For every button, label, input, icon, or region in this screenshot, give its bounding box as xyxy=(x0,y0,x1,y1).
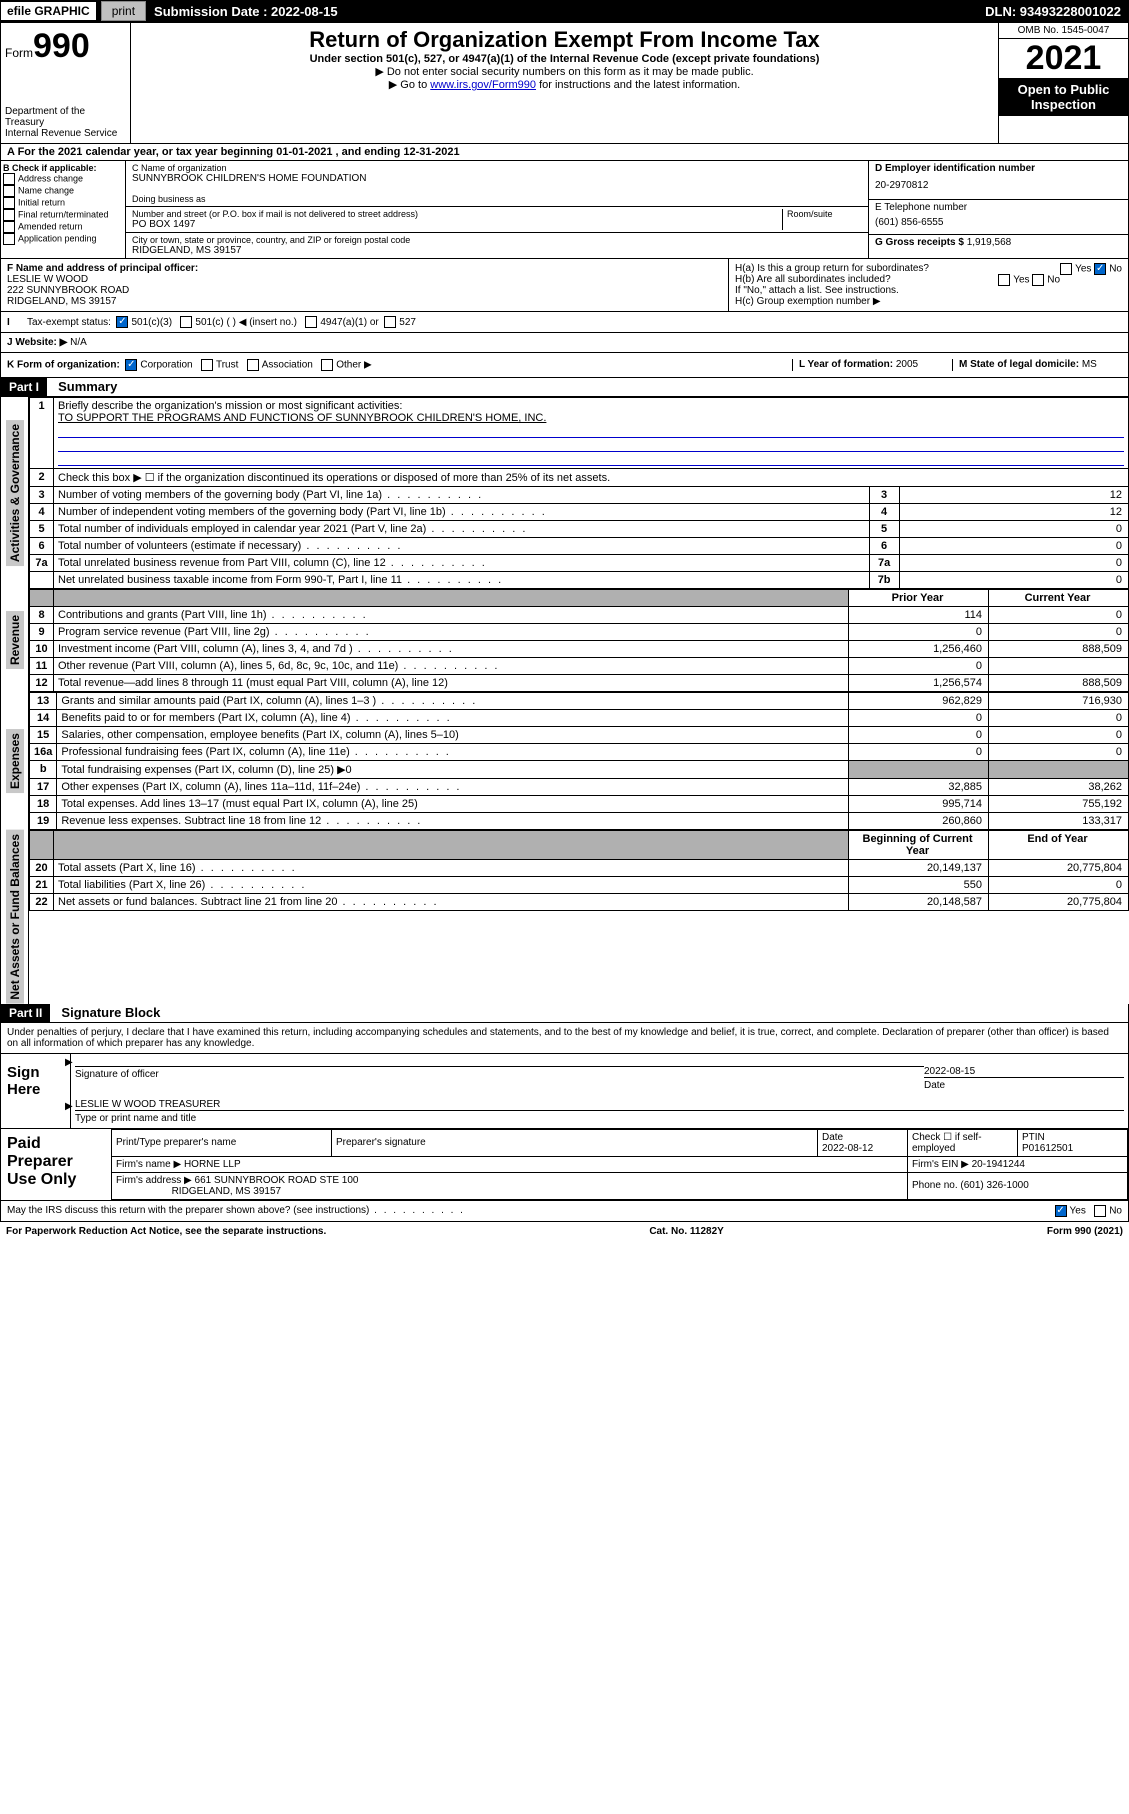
chk-initial-return[interactable]: Initial return xyxy=(3,197,123,209)
chk-name-change[interactable]: Name change xyxy=(3,185,123,197)
form-prefix: Form xyxy=(5,46,33,60)
chk-corp[interactable] xyxy=(125,359,137,371)
efile-label: efile GRAPHIC xyxy=(0,1,97,21)
form-number: 990 xyxy=(33,27,90,65)
print-button[interactable]: print xyxy=(101,1,146,21)
expenses-section: Expenses 13Grants and similar amounts pa… xyxy=(0,692,1129,830)
section-i: I Tax-exempt status: 501(c)(3) 501(c) ( … xyxy=(0,312,1129,333)
org-street: PO BOX 1497 xyxy=(132,219,782,230)
chk-final-return[interactable]: Final return/terminated xyxy=(3,209,123,221)
phone-value: (601) 856-6555 xyxy=(875,213,1122,232)
page-footer: For Paperwork Reduction Act Notice, see … xyxy=(0,1222,1129,1241)
section-b: B Check if applicable: Address change Na… xyxy=(1,161,126,258)
section-fh: F Name and address of principal officer:… xyxy=(0,259,1129,312)
activities-section: Activities & Governance 1 Briefly descri… xyxy=(0,397,1129,589)
org-name: SUNNYBROOK CHILDREN'S HOME FOUNDATION xyxy=(132,173,862,184)
year-formation: 2005 xyxy=(896,359,918,370)
part2-header-row: Part II Signature Block xyxy=(0,1004,1129,1023)
line4-val: 12 xyxy=(899,504,1128,521)
sig-date-val: 2022-08-15 xyxy=(924,1066,975,1077)
form-title: Return of Organization Exempt From Incom… xyxy=(135,27,994,53)
tax-year: 2021 xyxy=(999,39,1128,78)
chk-app-pending[interactable]: Application pending xyxy=(3,233,123,245)
mission-text: TO SUPPORT THE PROGRAMS AND FUNCTIONS OF… xyxy=(58,412,1124,424)
may-discuss-row: May the IRS discuss this return with the… xyxy=(0,1201,1129,1222)
vert-revenue: Revenue xyxy=(6,611,24,669)
vert-governance: Activities & Governance xyxy=(6,420,24,566)
section-de: D Employer identification number 20-2970… xyxy=(868,161,1128,258)
discuss-yes-checkbox[interactable] xyxy=(1055,1205,1067,1217)
officer-name: LESLIE W WOOD xyxy=(7,274,722,285)
form-header: Form990 Department of the Treasury Inter… xyxy=(0,22,1129,144)
dln-label: DLN: 93493228001022 xyxy=(985,4,1129,19)
gross-receipts: 1,919,568 xyxy=(967,237,1012,248)
chk-address-change[interactable]: Address change xyxy=(3,173,123,185)
note-link: ▶ Go to www.irs.gov/Form990 for instruct… xyxy=(135,78,994,91)
org-info-grid: B Check if applicable: Address change Na… xyxy=(0,161,1129,259)
prep-phone: (601) 326-1000 xyxy=(960,1180,1028,1191)
org-city: RIDGELAND, MS 39157 xyxy=(132,245,862,256)
section-h: H(a) Is this a group return for subordin… xyxy=(728,259,1128,311)
omb-number: OMB No. 1545-0047 xyxy=(999,23,1128,39)
note-ssn: ▶ Do not enter social security numbers o… xyxy=(135,65,994,78)
officer-name-title: LESLIE W WOOD TREASURER xyxy=(75,1099,220,1110)
line3-val: 12 xyxy=(899,487,1128,504)
ptin-val: P01612501 xyxy=(1022,1143,1073,1154)
preparer-section: Paid Preparer Use Only Print/Type prepar… xyxy=(0,1129,1129,1201)
ha-no-checkbox[interactable] xyxy=(1094,263,1106,275)
chk-501c3[interactable] xyxy=(116,316,128,328)
sign-here-label: Sign Here xyxy=(1,1054,71,1128)
dept-label: Department of the Treasury xyxy=(5,106,126,128)
section-f: F Name and address of principal officer:… xyxy=(1,259,728,311)
irs-label: Internal Revenue Service xyxy=(5,128,126,139)
open-public-badge: Open to Public Inspection xyxy=(999,78,1128,116)
part1-header-row: Part I Summary xyxy=(0,378,1129,397)
part2-badge: Part II xyxy=(1,1004,50,1022)
header-center: Return of Organization Exempt From Incom… xyxy=(131,23,998,143)
prep-date: 2022-08-12 xyxy=(822,1143,873,1154)
submission-date: Submission Date : 2022-08-15 xyxy=(146,4,346,19)
top-bar: efile GRAPHIC print Submission Date : 20… xyxy=(0,0,1129,22)
signature-section: Under penalties of perjury, I declare th… xyxy=(0,1023,1129,1222)
header-right: OMB No. 1545-0047 2021 Open to Public In… xyxy=(998,23,1128,143)
netassets-section: Net Assets or Fund Balances Beginning of… xyxy=(0,830,1129,1004)
website-value: N/A xyxy=(70,337,87,348)
revenue-section: Revenue Prior YearCurrent Year 8Contribu… xyxy=(0,589,1129,692)
penalty-text: Under penalties of perjury, I declare th… xyxy=(0,1023,1129,1054)
chk-amended[interactable]: Amended return xyxy=(3,221,123,233)
form-subtitle: Under section 501(c), 527, or 4947(a)(1)… xyxy=(135,53,994,65)
firm-ein: 20-1941244 xyxy=(972,1159,1025,1170)
period-row: A For the 2021 calendar year, or tax yea… xyxy=(0,144,1129,161)
header-left: Form990 Department of the Treasury Inter… xyxy=(1,23,131,143)
ein-value: 20-2970812 xyxy=(875,174,1122,197)
vert-netassets: Net Assets or Fund Balances xyxy=(6,830,24,1004)
state-domicile: MS xyxy=(1082,359,1097,370)
firm-name: HORNE LLP xyxy=(184,1159,241,1170)
vert-expenses: Expenses xyxy=(6,729,24,793)
section-j: J Website: ▶ N/A xyxy=(0,333,1129,353)
part1-badge: Part I xyxy=(1,378,47,396)
section-klm: K Form of organization: Corporation Trus… xyxy=(0,353,1129,378)
irs-link[interactable]: www.irs.gov/Form990 xyxy=(430,79,536,91)
section-c: C Name of organization SUNNYBROOK CHILDR… xyxy=(126,161,868,258)
paid-preparer-label: Paid Preparer Use Only xyxy=(1,1129,111,1200)
